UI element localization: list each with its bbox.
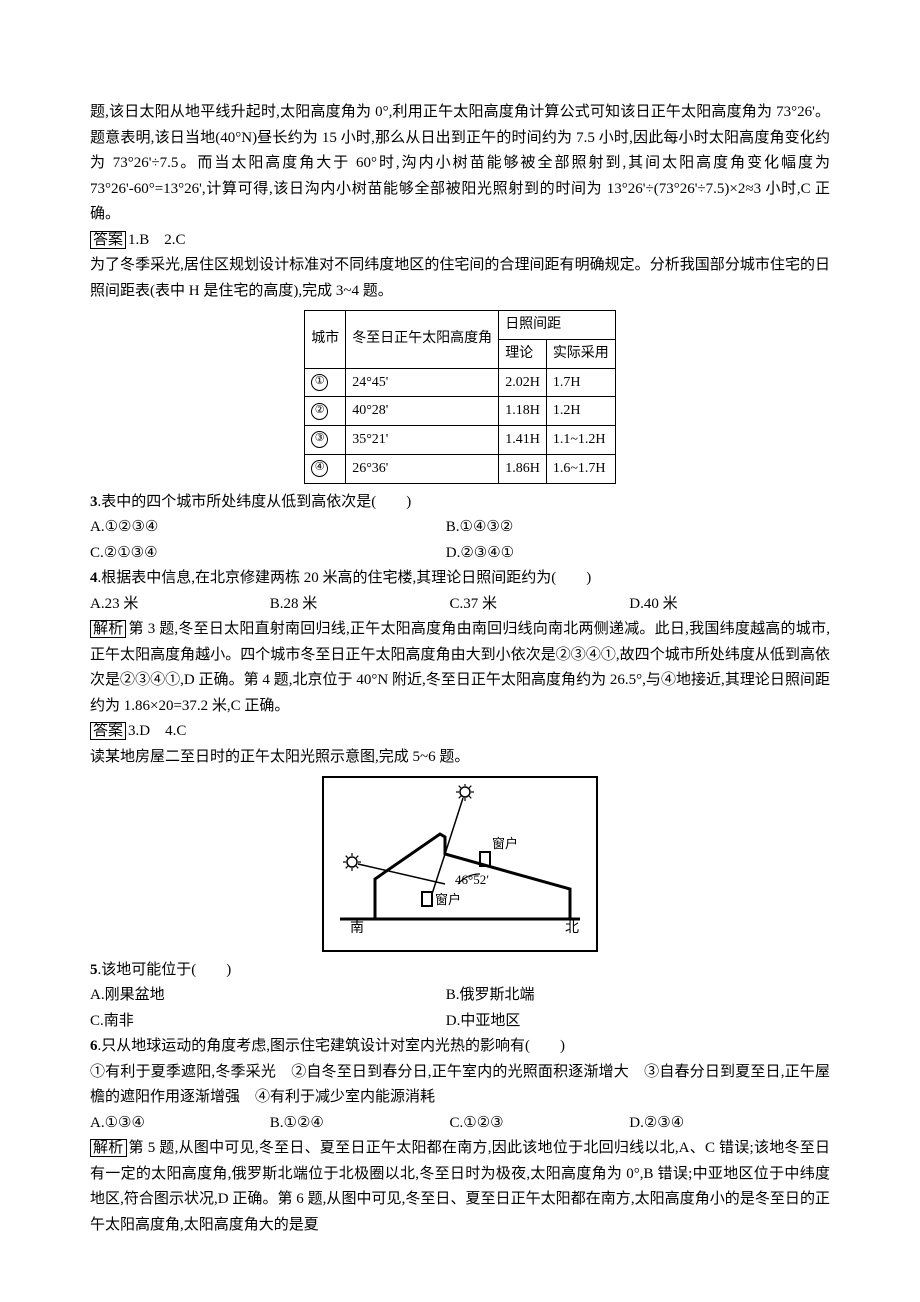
window-label: 窗户: [435, 892, 461, 907]
explanation-q3-4: 解析第 3 题,冬至日太阳直射南回归线,正午太阳高度角由南回归线向南北两侧递减。…: [90, 617, 830, 719]
q4-opt-a: A.23 米: [90, 592, 266, 618]
house-sun-diagram: 窗户 窗户 46°52′ 南 北: [322, 776, 598, 952]
explain-text: 第 3 题,冬至日太阳直射南回归线,正午太阳高度角由南回归线向南北两侧递减。此日…: [90, 621, 830, 714]
q6-items: ①有利于夏季遮阳,冬季采光 ②自冬至日到春分日,正午室内的光照面积逐渐增大 ③自…: [90, 1060, 830, 1111]
north-label: 北: [565, 920, 579, 934]
q5-opt-d: D.中亚地区: [446, 1009, 798, 1035]
explain-label: 解析: [90, 620, 126, 638]
window-label: 窗户: [492, 836, 518, 851]
sun-icon: [343, 853, 361, 871]
table-row: ③ 35°21' 1.41H 1.1~1.2H: [305, 426, 616, 455]
explanation-q1-2: 题,该日太阳从地平线升起时,太阳高度角为 0°,利用正午太阳高度角计算公式可知该…: [90, 100, 830, 228]
q3-options: A.①②③④ B.①④③②: [90, 515, 830, 541]
intro-q3-4: 为了冬季采光,居住区规划设计标准对不同纬度地区的住宅间的合理间距有明确规定。分析…: [90, 253, 830, 304]
q6-opt-d: D.②③④: [629, 1111, 805, 1137]
cell-angle: 26°36': [346, 454, 499, 483]
q3-stem: 33.表中的四个城市所处纬度从低到高依次是( ).表中的四个城市所处纬度从低到高…: [90, 490, 830, 516]
cell-actual: 1.7H: [546, 368, 615, 397]
cell-city: ①: [305, 368, 346, 397]
answer-text: 3.D 4.C: [128, 723, 186, 739]
q3-options-2: C.②①③④ D.②③④①: [90, 541, 830, 567]
q6-stem: 6.只从地球运动的角度考虑,图示住宅建筑设计对室内光热的影响有( ): [90, 1034, 830, 1060]
q5-options: A.刚果盆地 B.俄罗斯北端: [90, 983, 830, 1009]
q4-opt-b: B.28 米: [270, 592, 446, 618]
table-row: ① 24°45' 2.02H 1.7H: [305, 368, 616, 397]
table-row: ② 40°28' 1.18H 1.2H: [305, 397, 616, 426]
col-angle: 冬至日正午太阳高度角: [346, 311, 499, 369]
col-distance: 日照间距: [499, 311, 616, 340]
diagram-svg: 窗户 窗户 46°52′ 南 北: [330, 784, 590, 934]
q4-stem: 4.根据表中信息,在北京修建两栋 20 米高的住宅楼,其理论日照间距约为( ): [90, 566, 830, 592]
cell-theory: 1.41H: [499, 426, 547, 455]
sun-icon: [456, 784, 474, 801]
cell-city: ②: [305, 397, 346, 426]
q3-opt-a: A.①②③④: [90, 515, 442, 541]
cell-theory: 2.02H: [499, 368, 547, 397]
q4-opt-c: C.37 米: [450, 592, 626, 618]
answer-line-1-2: 答案1.B 2.C: [90, 228, 830, 254]
q5-opt-c: C.南非: [90, 1009, 442, 1035]
q5-stem: 5.该地可能位于( ): [90, 958, 830, 984]
col-city: 城市: [305, 311, 346, 369]
south-label: 南: [350, 920, 364, 934]
q3-opt-c: C.②①③④: [90, 541, 442, 567]
cell-theory: 1.18H: [499, 397, 547, 426]
q3-opt-d: D.②③④①: [446, 541, 798, 567]
cell-angle: 24°45': [346, 368, 499, 397]
cell-actual: 1.6~1.7H: [546, 454, 615, 483]
q6-opt-b: B.①②④: [270, 1111, 446, 1137]
q3-opt-b: B.①④③②: [446, 515, 798, 541]
cell-city: ③: [305, 426, 346, 455]
q6-opt-a: A.①③④: [90, 1111, 266, 1137]
q6-opt-c: C.①②③: [450, 1111, 626, 1137]
table-header-row: 城市 冬至日正午太阳高度角 日照间距: [305, 311, 616, 340]
cell-actual: 1.1~1.2H: [546, 426, 615, 455]
cell-angle: 40°28': [346, 397, 499, 426]
q5-opt-b: B.俄罗斯北端: [446, 983, 798, 1009]
answer-label: 答案: [90, 231, 126, 249]
cell-actual: 1.2H: [546, 397, 615, 426]
answer-label: 答案: [90, 722, 126, 740]
col-actual: 实际采用: [546, 339, 615, 368]
sunlight-distance-table: 城市 冬至日正午太阳高度角 日照间距 理论 实际采用 ① 24°45' 2.02…: [304, 310, 616, 484]
table-row: ④ 26°36' 1.86H 1.6~1.7H: [305, 454, 616, 483]
cell-city: ④: [305, 454, 346, 483]
q5-options-2: C.南非 D.中亚地区: [90, 1009, 830, 1035]
explain-label: 解析: [90, 1139, 127, 1157]
q5-opt-a: A.刚果盆地: [90, 983, 442, 1009]
q6-options: A.①③④ B.①②④ C.①②③ D.②③④: [90, 1111, 830, 1137]
q4-options: A.23 米 B.28 米 C.37 米 D.40 米: [90, 592, 830, 618]
intro-q5-6: 读某地房屋二至日时的正午太阳光照示意图,完成 5~6 题。: [90, 745, 830, 771]
cell-theory: 1.86H: [499, 454, 547, 483]
q4-opt-d: D.40 米: [629, 592, 805, 618]
answer-text: 1.B 2.C: [128, 232, 186, 248]
cell-angle: 35°21': [346, 426, 499, 455]
angle-label: 46°52′: [455, 872, 489, 887]
explain-text: 第 5 题,从图中可见,冬至日、夏至日正午太阳都在南方,因此该地位于北回归线以北…: [90, 1140, 830, 1233]
col-theory: 理论: [499, 339, 547, 368]
explanation-q5-6: 解析第 5 题,从图中可见,冬至日、夏至日正午太阳都在南方,因此该地位于北回归线…: [90, 1136, 830, 1238]
answer-line-3-4: 答案3.D 4.C: [90, 719, 830, 745]
